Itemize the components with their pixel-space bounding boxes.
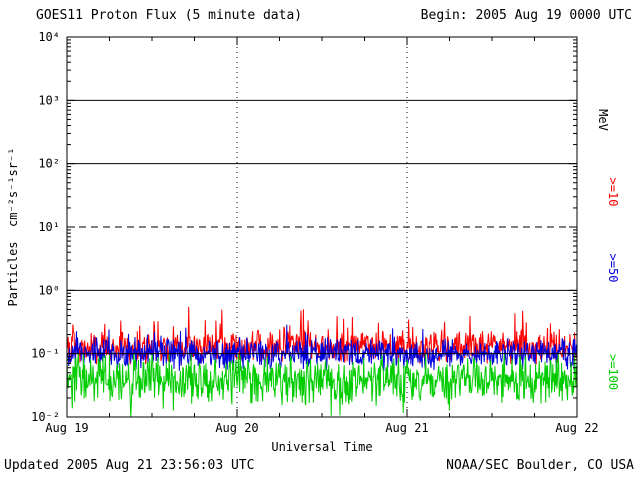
series-line-1 [66, 324, 578, 372]
right-axis-label-mev: MeV [596, 109, 610, 131]
y-axis-title: Particles cm⁻²s⁻¹sr⁻¹ [6, 147, 20, 307]
y-tick-label: 10² [38, 157, 60, 171]
x-tick-label: Aug 22 [555, 421, 598, 435]
right-axis-label-ge10: >=10 [606, 177, 620, 207]
series-line-2 [66, 353, 578, 418]
x-axis-title: Universal Time [271, 440, 373, 454]
chart-title: GOES11 Proton Flux (5 minute data) [36, 8, 303, 23]
y-tick-label: 10⁰ [38, 283, 60, 297]
y-tick-label: 10⁴ [38, 30, 60, 44]
source-attribution: NOAA/SEC Boulder, CO USA [446, 458, 634, 473]
begin-timestamp: Begin: 2005 Aug 19 0000 UTC [420, 8, 632, 23]
right-axis-label-ge50: >=50 [606, 253, 620, 283]
y-tick-label: 10³ [38, 93, 60, 107]
x-tick-label: Aug 21 [385, 421, 428, 435]
right-axis-label-ge100: >=100 [606, 353, 620, 391]
y-tick-label: 10¹ [38, 220, 60, 234]
x-tick-label: Aug 20 [215, 421, 258, 435]
y-tick-label: 10⁻² [31, 410, 60, 424]
y-tick-label: 10⁻¹ [31, 347, 60, 361]
updated-timestamp: Updated 2005 Aug 21 23:56:03 UTC [4, 458, 255, 473]
x-tick-label: Aug 19 [45, 421, 88, 435]
